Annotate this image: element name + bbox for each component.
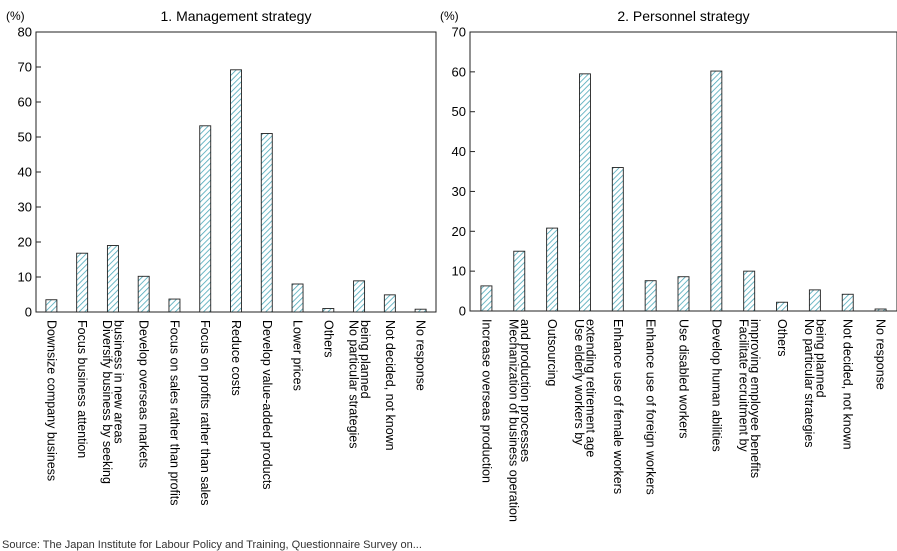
bar	[546, 227, 559, 312]
y-tick-label: 0	[25, 305, 32, 320]
category-label: improving employee benefits	[748, 319, 762, 478]
y-tick-label: 30	[18, 200, 32, 215]
category-label: business in new areas	[112, 320, 126, 444]
bar	[513, 250, 526, 312]
bar	[808, 289, 821, 312]
y-tick-label: 0	[459, 304, 466, 319]
category-label: Downsize company business	[44, 320, 58, 481]
bar	[322, 308, 335, 313]
bar	[230, 69, 242, 313]
category-label: Not decided, not known	[383, 320, 397, 451]
bar	[291, 283, 304, 313]
category-label: Lower prices	[291, 320, 305, 391]
bar	[383, 294, 396, 313]
category-label: Focus business attention	[75, 320, 89, 458]
chart-title: 1. Management strategy	[161, 8, 312, 24]
bar	[45, 299, 58, 313]
category-label: and production processes	[518, 319, 532, 462]
category-label: No particular strategies	[346, 320, 360, 449]
y-tick-label: 70	[18, 60, 32, 75]
bar	[874, 308, 887, 312]
category-label: No response	[414, 320, 428, 391]
y-tick-label: 20	[452, 224, 466, 239]
category-label: Use disabled workers	[677, 319, 691, 439]
bar	[480, 285, 493, 312]
y-axis-unit: (%)	[440, 9, 459, 23]
source-note: Source: The Japan Institute for Labour P…	[2, 539, 422, 551]
category-label: Focus on profits rather than sales	[198, 320, 212, 506]
category-label: Others	[775, 319, 789, 357]
y-axis-unit: (%)	[6, 9, 25, 23]
category-label: Enhance use of female workers	[611, 319, 625, 494]
category-label: Increase overseas production	[479, 319, 493, 483]
bar	[76, 252, 89, 313]
bar	[414, 308, 427, 313]
category-label: No response	[874, 319, 888, 390]
category-label: Outsourcing	[545, 319, 559, 386]
category-label: being planned	[814, 319, 828, 398]
chart-title: 2. Personnel strategy	[617, 8, 749, 24]
y-tick-label: 40	[452, 144, 466, 159]
bar	[137, 275, 150, 313]
category-label: Develop human abilities	[709, 319, 723, 452]
bar	[644, 280, 657, 312]
bar	[353, 280, 366, 313]
y-tick-label: 40	[18, 165, 32, 180]
y-tick-label: 10	[452, 264, 466, 279]
bar	[841, 293, 854, 312]
bar	[776, 301, 788, 312]
category-label: Mechanization of business operation	[507, 319, 521, 522]
category-label: being planned	[358, 320, 372, 399]
category-label: Develop value-added products	[260, 320, 274, 490]
chart-2: 2. Personnel strategy (%) 0 10 20 30 40 50 60 70 I…	[440, 8, 897, 522]
category-label: Not decided, not known	[841, 319, 855, 450]
y-tick-label: 60	[452, 64, 466, 79]
category-label: Develop overseas markets	[137, 320, 151, 468]
y-tick-label: 80	[18, 25, 32, 40]
bar	[677, 276, 690, 312]
chart-1: 1. Management strategy (%) 0 10 20 30 40 50 60 70…	[6, 8, 437, 506]
bar	[743, 270, 756, 312]
category-label: extending retirement age	[584, 319, 598, 457]
category-label: Diversify business by seeking	[100, 320, 114, 484]
y-tick-label: 10	[18, 270, 32, 285]
category-label: Use elderly workers by	[572, 319, 586, 446]
y-tick-label: 50	[452, 104, 466, 119]
y-tick-label: 20	[18, 235, 32, 250]
y-tick-label: 70	[452, 25, 466, 40]
category-label: Enhance use of foreign workers	[644, 319, 658, 495]
bar	[260, 133, 273, 313]
category-label: Reduce costs	[229, 320, 243, 396]
category-label: Focus on sales rather than profits	[167, 320, 181, 506]
plot-frame	[469, 31, 897, 312]
bar	[106, 245, 119, 313]
y-tick-label: 30	[452, 184, 466, 199]
category-label: Others	[321, 320, 335, 358]
category-label: No particular strategies	[802, 319, 816, 448]
bar	[611, 167, 624, 312]
bar	[199, 125, 212, 313]
y-tick-label: 60	[18, 95, 32, 110]
category-label: Facilitate recruitment by	[736, 319, 750, 452]
bar	[710, 70, 723, 312]
bar	[579, 73, 591, 312]
bar	[168, 298, 181, 313]
y-tick-label: 50	[18, 130, 32, 145]
